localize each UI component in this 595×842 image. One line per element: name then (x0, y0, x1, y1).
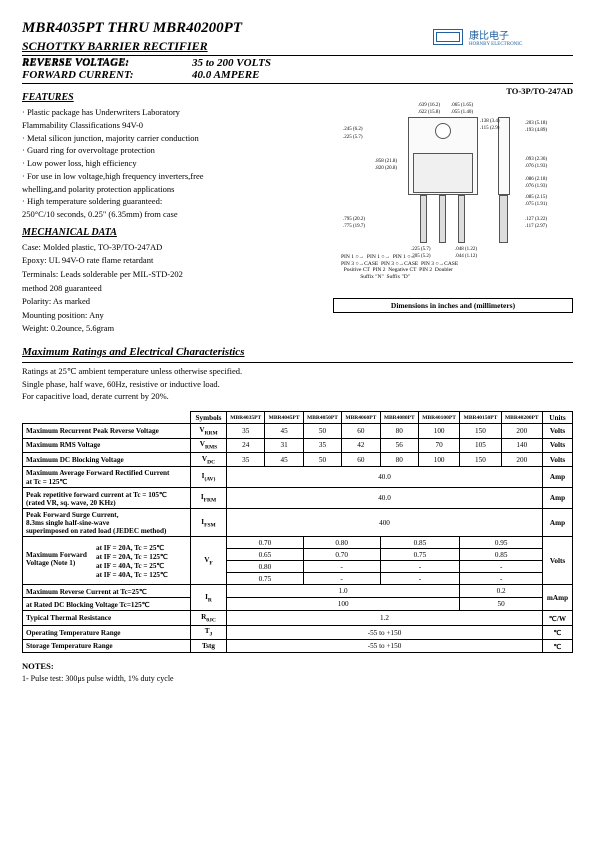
ratings-table: Symbols MBR4035PT MBR4045PT MBR4050PT MB… (22, 411, 573, 653)
max-ratings-intro: Ratings at 25℃ ambient temperature unles… (22, 365, 573, 403)
col-part: MBR4060PT (342, 412, 380, 424)
package-label: TO-3P/TO-247AD (333, 86, 573, 96)
features-heading: FEATURES (22, 92, 322, 103)
logo-english: HORNBY ELECTRONIC (469, 42, 522, 47)
max-ratings-heading: Maximum Ratings and Electrical Character… (22, 346, 573, 358)
col-part: MBR4050PT (303, 412, 341, 424)
mechanical-heading: MECHANICAL DATA (22, 227, 322, 238)
mechanical-data: Case: Molded plastic, TO-3P/TO-247ADEpox… (22, 241, 322, 336)
col-symbols: Symbols (191, 412, 227, 424)
reverse-voltage-value: 35 to 200 VOLTS (192, 57, 271, 69)
forward-current-value: 40.0 AMPERE (192, 69, 259, 81)
col-part: MBR40150PT (460, 412, 501, 424)
col-part: MBR4045PT (265, 412, 303, 424)
col-part: MBR4035PT (227, 412, 265, 424)
logo-chinese: 康比电子 (469, 27, 522, 42)
col-part: MBR4080PT (380, 412, 418, 424)
logo-icon (433, 29, 463, 45)
reverse-voltage-label: REVERSE VOLTAGE: (22, 57, 192, 69)
col-units: Units (543, 412, 573, 424)
features-list: · Plastic package has Underwriters Labor… (22, 106, 322, 221)
package-drawing: .245 (6.2).225 (5.7).639 (16.2).622 (15.… (333, 99, 573, 294)
forward-current-label: FORWARD CURRENT: (22, 69, 192, 81)
dimension-note: Dimensions in inches and (millimeters) (333, 298, 573, 313)
notes-heading: NOTES: (22, 661, 573, 671)
notes-text: 1- Pulse test: 300μs pulse width, 1% dut… (22, 674, 573, 683)
col-part: MBR40100PT (418, 412, 459, 424)
col-part: MBR40200PT (501, 412, 542, 424)
pin-config: PIN 1 ○→ PIN 1 ○→ PIN 1 ○→ PIN 3 ○→CASE … (341, 254, 571, 280)
brand-logo: 康比电子 HORNBY ELECTRONIC (433, 22, 573, 52)
